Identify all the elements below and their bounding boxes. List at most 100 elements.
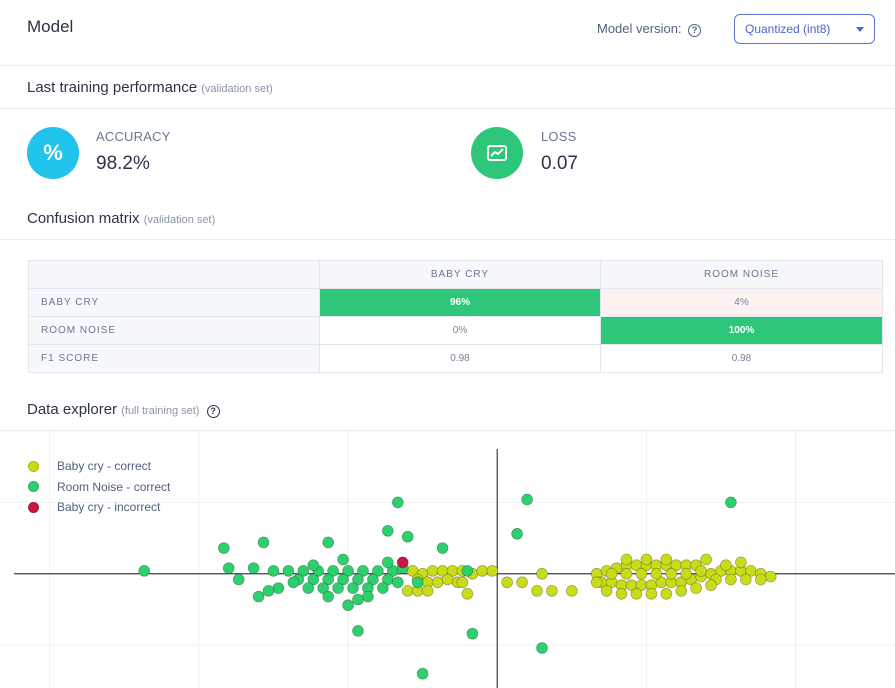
- data-point[interactable]: [337, 553, 350, 566]
- data-point[interactable]: [441, 573, 454, 586]
- data-point[interactable]: [138, 564, 151, 577]
- data-point[interactable]: [396, 556, 409, 569]
- data-point[interactable]: [565, 584, 578, 597]
- data-point[interactable]: [252, 590, 265, 603]
- data-point[interactable]: [401, 584, 414, 597]
- data-point[interactable]: [600, 584, 613, 597]
- data-point[interactable]: [381, 556, 394, 569]
- data-point[interactable]: [725, 496, 737, 509]
- data-point[interactable]: [764, 570, 777, 583]
- question-circle-icon[interactable]: ?: [206, 404, 220, 418]
- data-point[interactable]: [725, 573, 737, 586]
- data-point[interactable]: [332, 582, 345, 595]
- data-point[interactable]: [307, 559, 320, 572]
- data-point[interactable]: [615, 587, 628, 600]
- data-point[interactable]: [521, 493, 533, 506]
- data-point[interactable]: [232, 573, 245, 586]
- data-point[interactable]: [705, 579, 717, 592]
- legend-item[interactable]: Room Noise - correct: [28, 477, 170, 498]
- data-point[interactable]: [476, 564, 489, 577]
- data-point[interactable]: [680, 567, 693, 580]
- data-point[interactable]: [720, 559, 732, 572]
- data-point[interactable]: [317, 582, 330, 595]
- data-point[interactable]: [516, 576, 528, 589]
- data-point[interactable]: [461, 564, 474, 577]
- question-circle-icon[interactable]: ?: [688, 23, 702, 37]
- data-point[interactable]: [371, 564, 384, 577]
- data-explorer-scatter[interactable]: [0, 431, 895, 688]
- data-point[interactable]: [381, 525, 394, 537]
- data-point[interactable]: [650, 567, 663, 580]
- data-point[interactable]: [337, 573, 350, 586]
- data-point[interactable]: [352, 593, 364, 606]
- model-version-select[interactable]: Quantized (int8): [734, 14, 875, 44]
- data-point[interactable]: [342, 599, 355, 612]
- data-point[interactable]: [501, 576, 514, 589]
- data-point[interactable]: [546, 584, 558, 597]
- data-point[interactable]: [222, 562, 235, 575]
- data-point[interactable]: [486, 564, 499, 577]
- data-point[interactable]: [735, 556, 747, 569]
- data-point[interactable]: [287, 576, 300, 589]
- legend-item[interactable]: Baby cry - incorrect: [28, 497, 170, 518]
- data-point[interactable]: [352, 573, 364, 586]
- data-point[interactable]: [272, 582, 285, 595]
- data-point[interactable]: [416, 667, 429, 680]
- data-point[interactable]: [262, 584, 275, 597]
- data-point[interactable]: [660, 553, 673, 566]
- data-point[interactable]: [511, 527, 523, 540]
- explorer-title: Data explorer: [27, 401, 118, 418]
- data-point[interactable]: [327, 564, 340, 577]
- data-point[interactable]: [466, 627, 479, 640]
- data-point[interactable]: [690, 582, 702, 595]
- data-point[interactable]: [431, 576, 444, 589]
- data-point[interactable]: [361, 590, 374, 603]
- data-point[interactable]: [247, 562, 260, 575]
- data-point[interactable]: [645, 587, 658, 600]
- data-point[interactable]: [357, 564, 369, 577]
- data-point[interactable]: [456, 576, 469, 589]
- data-point[interactable]: [536, 642, 548, 654]
- data-point[interactable]: [257, 536, 270, 549]
- data-point[interactable]: [620, 553, 633, 566]
- data-point[interactable]: [665, 567, 678, 580]
- data-point[interactable]: [421, 584, 434, 597]
- data-point[interactable]: [640, 553, 653, 566]
- data-point[interactable]: [605, 567, 618, 580]
- data-point[interactable]: [282, 564, 295, 577]
- data-point[interactable]: [426, 564, 439, 577]
- data-point[interactable]: [620, 567, 633, 580]
- data-point[interactable]: [391, 576, 404, 589]
- data-point[interactable]: [461, 587, 474, 600]
- data-point[interactable]: [376, 582, 389, 595]
- data-point[interactable]: [217, 542, 230, 554]
- data-point[interactable]: [675, 584, 688, 597]
- data-point[interactable]: [754, 573, 767, 586]
- data-point[interactable]: [531, 584, 543, 597]
- data-point[interactable]: [411, 576, 424, 589]
- data-point[interactable]: [302, 582, 315, 595]
- model-header: Model Model version: ? Quantized (int8): [0, 0, 895, 66]
- data-point[interactable]: [347, 582, 359, 595]
- data-point[interactable]: [401, 530, 414, 543]
- data-point[interactable]: [660, 587, 673, 600]
- data-point[interactable]: [436, 542, 449, 554]
- data-point[interactable]: [590, 576, 603, 589]
- data-point[interactable]: [342, 564, 355, 577]
- data-point[interactable]: [322, 590, 335, 603]
- data-point[interactable]: [322, 573, 335, 586]
- data-point[interactable]: [536, 567, 548, 580]
- data-point[interactable]: [322, 536, 335, 549]
- data-point[interactable]: [307, 573, 320, 586]
- data-point[interactable]: [267, 564, 280, 577]
- data-point[interactable]: [366, 573, 379, 586]
- data-point[interactable]: [700, 553, 712, 566]
- data-point[interactable]: [739, 573, 752, 586]
- data-point[interactable]: [695, 564, 707, 577]
- data-point[interactable]: [352, 624, 364, 637]
- data-point[interactable]: [630, 587, 643, 600]
- data-point[interactable]: [635, 567, 648, 580]
- data-point[interactable]: [391, 496, 404, 509]
- data-point[interactable]: [297, 564, 310, 577]
- legend-item[interactable]: Baby cry - correct: [28, 456, 170, 477]
